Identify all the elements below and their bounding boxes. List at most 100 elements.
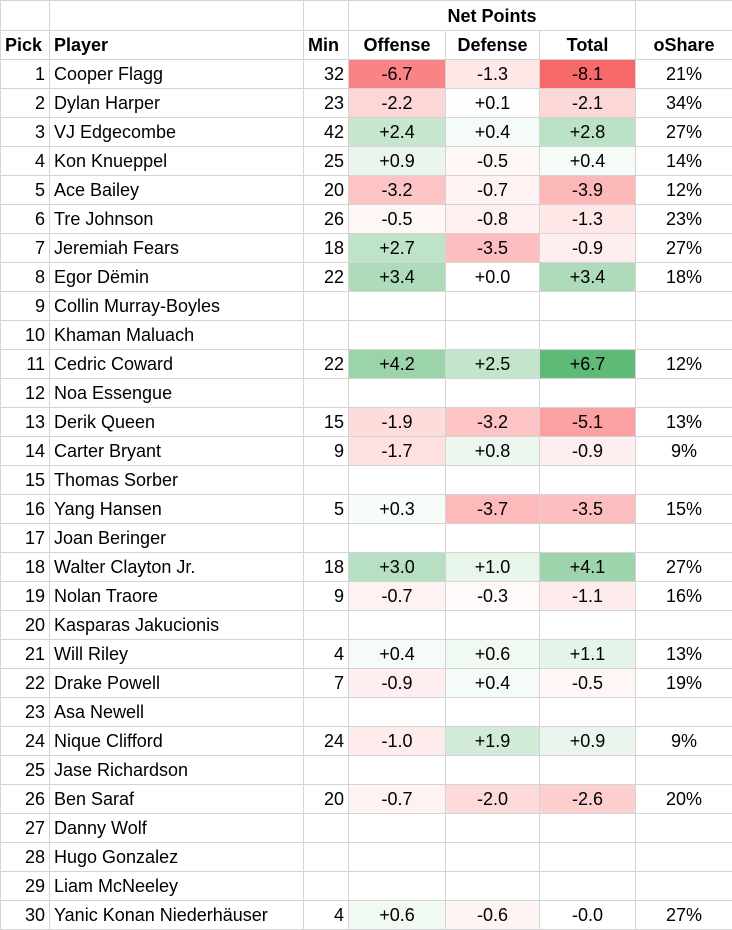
cell-pick[interactable]: 28 [1,843,50,872]
cell-defense[interactable]: +0.6 [446,640,540,669]
cell-total[interactable]: +2.8 [540,118,636,147]
cell-oshare[interactable] [636,814,732,843]
cell-pick[interactable]: 6 [1,205,50,234]
cell-oshare[interactable]: 18% [636,263,732,292]
cell-offense[interactable] [349,466,446,495]
cell-pick[interactable]: 8 [1,263,50,292]
column-header-total[interactable]: Total [540,31,636,60]
cell-total[interactable] [540,872,636,901]
cell-offense[interactable] [349,756,446,785]
cell-total[interactable] [540,321,636,350]
cell-offense[interactable]: -0.7 [349,785,446,814]
cell-defense[interactable]: +1.9 [446,727,540,756]
cell-offense[interactable]: -6.7 [349,60,446,89]
cell-oshare[interactable]: 27% [636,553,732,582]
cell-player[interactable]: Thomas Sorber [50,466,304,495]
column-header-oshare[interactable]: oShare [636,31,732,60]
cell-oshare[interactable]: 9% [636,727,732,756]
cell-oshare[interactable]: 13% [636,640,732,669]
cell-oshare[interactable]: 13% [636,408,732,437]
cell-defense[interactable]: -0.6 [446,901,540,930]
column-header-pick[interactable]: Pick [1,31,50,60]
cell-player[interactable]: Noa Essengue [50,379,304,408]
cell-min[interactable] [304,872,349,901]
cell-offense[interactable]: +4.2 [349,350,446,379]
cell-player[interactable]: Derik Queen [50,408,304,437]
cell-offense[interactable]: +3.4 [349,263,446,292]
cell-min[interactable] [304,321,349,350]
cell-offense[interactable]: +2.4 [349,118,446,147]
cell-defense[interactable]: +0.0 [446,263,540,292]
cell-defense[interactable] [446,611,540,640]
cell-defense[interactable]: -0.3 [446,582,540,611]
cell-min[interactable]: 15 [304,408,349,437]
cell-min[interactable]: 5 [304,495,349,524]
cell-pick[interactable]: 15 [1,466,50,495]
cell-total[interactable]: -0.0 [540,901,636,930]
cell-player[interactable]: Kasparas Jakucionis [50,611,304,640]
cell-pick[interactable]: 16 [1,495,50,524]
cell-player[interactable]: Kon Knueppel [50,147,304,176]
cell-min[interactable]: 18 [304,234,349,263]
cell-min[interactable]: 42 [304,118,349,147]
cell-pick[interactable]: 23 [1,698,50,727]
cell-min[interactable] [304,524,349,553]
cell-defense[interactable] [446,379,540,408]
cell-min[interactable]: 18 [304,553,349,582]
cell-oshare[interactable]: 27% [636,901,732,930]
cell-min[interactable]: 20 [304,785,349,814]
column-header-offense[interactable]: Offense [349,31,446,60]
cell-player[interactable]: Nique Clifford [50,727,304,756]
cell-pick[interactable]: 11 [1,350,50,379]
cell-pick[interactable]: 9 [1,292,50,321]
cell-offense[interactable] [349,321,446,350]
header-blank-cell[interactable] [1,1,50,31]
cell-offense[interactable]: -0.7 [349,582,446,611]
cell-player[interactable]: VJ Edgecombe [50,118,304,147]
cell-defense[interactable]: -2.0 [446,785,540,814]
cell-offense[interactable]: +0.9 [349,147,446,176]
cell-pick[interactable]: 24 [1,727,50,756]
cell-oshare[interactable]: 27% [636,118,732,147]
cell-total[interactable]: +4.1 [540,553,636,582]
cell-player[interactable]: Jeremiah Fears [50,234,304,263]
cell-pick[interactable]: 3 [1,118,50,147]
cell-oshare[interactable]: 12% [636,350,732,379]
cell-oshare[interactable]: 16% [636,582,732,611]
cell-oshare[interactable] [636,292,732,321]
cell-total[interactable] [540,524,636,553]
cell-player[interactable]: Will Riley [50,640,304,669]
cell-oshare[interactable] [636,524,732,553]
cell-total[interactable]: +0.9 [540,727,636,756]
cell-defense[interactable] [446,321,540,350]
cell-min[interactable]: 7 [304,669,349,698]
cell-min[interactable]: 4 [304,640,349,669]
cell-total[interactable]: -5.1 [540,408,636,437]
cell-pick[interactable]: 7 [1,234,50,263]
cell-defense[interactable]: -1.3 [446,60,540,89]
cell-oshare[interactable] [636,872,732,901]
cell-total[interactable]: -0.9 [540,437,636,466]
cell-oshare[interactable]: 23% [636,205,732,234]
cell-pick[interactable]: 18 [1,553,50,582]
cell-player[interactable]: Ace Bailey [50,176,304,205]
cell-offense[interactable]: +2.7 [349,234,446,263]
cell-min[interactable]: 9 [304,582,349,611]
cell-offense[interactable] [349,698,446,727]
cell-total[interactable] [540,814,636,843]
cell-oshare[interactable]: 19% [636,669,732,698]
cell-offense[interactable]: -1.0 [349,727,446,756]
cell-oshare[interactable]: 27% [636,234,732,263]
cell-oshare[interactable]: 14% [636,147,732,176]
cell-total[interactable]: -0.5 [540,669,636,698]
cell-total[interactable]: +0.4 [540,147,636,176]
cell-total[interactable] [540,756,636,785]
cell-pick[interactable]: 30 [1,901,50,930]
cell-offense[interactable]: -0.5 [349,205,446,234]
cell-min[interactable] [304,379,349,408]
cell-pick[interactable]: 25 [1,756,50,785]
column-header-min[interactable]: Min [304,31,349,60]
cell-player[interactable]: Nolan Traore [50,582,304,611]
cell-pick[interactable]: 17 [1,524,50,553]
cell-pick[interactable]: 14 [1,437,50,466]
